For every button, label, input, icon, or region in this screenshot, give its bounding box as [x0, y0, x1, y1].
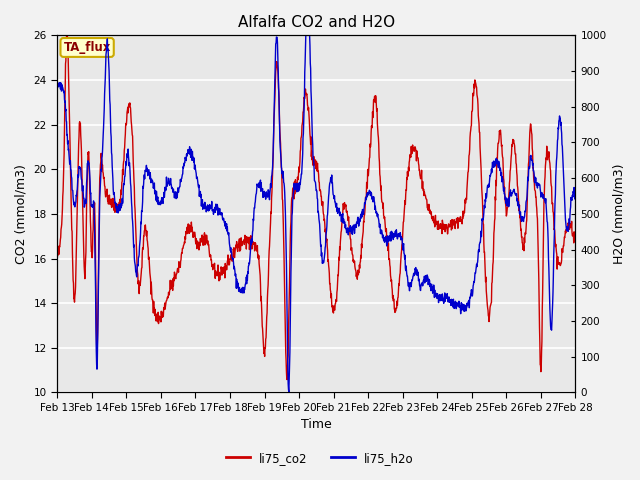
Line: li75_h2o: li75_h2o [57, 36, 575, 392]
Title: Alfalfa CO2 and H2O: Alfalfa CO2 and H2O [238, 15, 395, 30]
X-axis label: Time: Time [301, 419, 332, 432]
li75_co2 [572, 235, 579, 240]
li75_co2 [284, 377, 291, 383]
li75_co2 [63, 33, 71, 38]
li75_co2 [285, 328, 292, 334]
Line: li75_co2: li75_co2 [57, 36, 575, 380]
Y-axis label: H2O (mmol/m3): H2O (mmol/m3) [612, 164, 625, 264]
li75_h2o [273, 35, 281, 40]
li75_h2o [53, 82, 61, 88]
li75_co2 [115, 203, 123, 208]
li75_co2 [53, 250, 61, 255]
li75_co2 [94, 329, 102, 335]
Y-axis label: CO2 (mmol/m3): CO2 (mmol/m3) [15, 164, 28, 264]
Legend: li75_co2, li75_h2o: li75_co2, li75_h2o [221, 447, 419, 469]
li75_h2o [349, 223, 356, 229]
li75_co2 [274, 63, 282, 69]
li75_h2o [284, 366, 292, 372]
li75_co2 [294, 177, 301, 183]
li75_h2o [572, 194, 579, 200]
li75_h2o [93, 357, 101, 363]
li75_h2o [302, 33, 310, 38]
li75_co2 [349, 252, 356, 258]
li75_h2o [115, 207, 122, 213]
li75_h2o [294, 182, 301, 188]
Text: TA_flux: TA_flux [63, 41, 111, 54]
li75_h2o [285, 389, 292, 395]
